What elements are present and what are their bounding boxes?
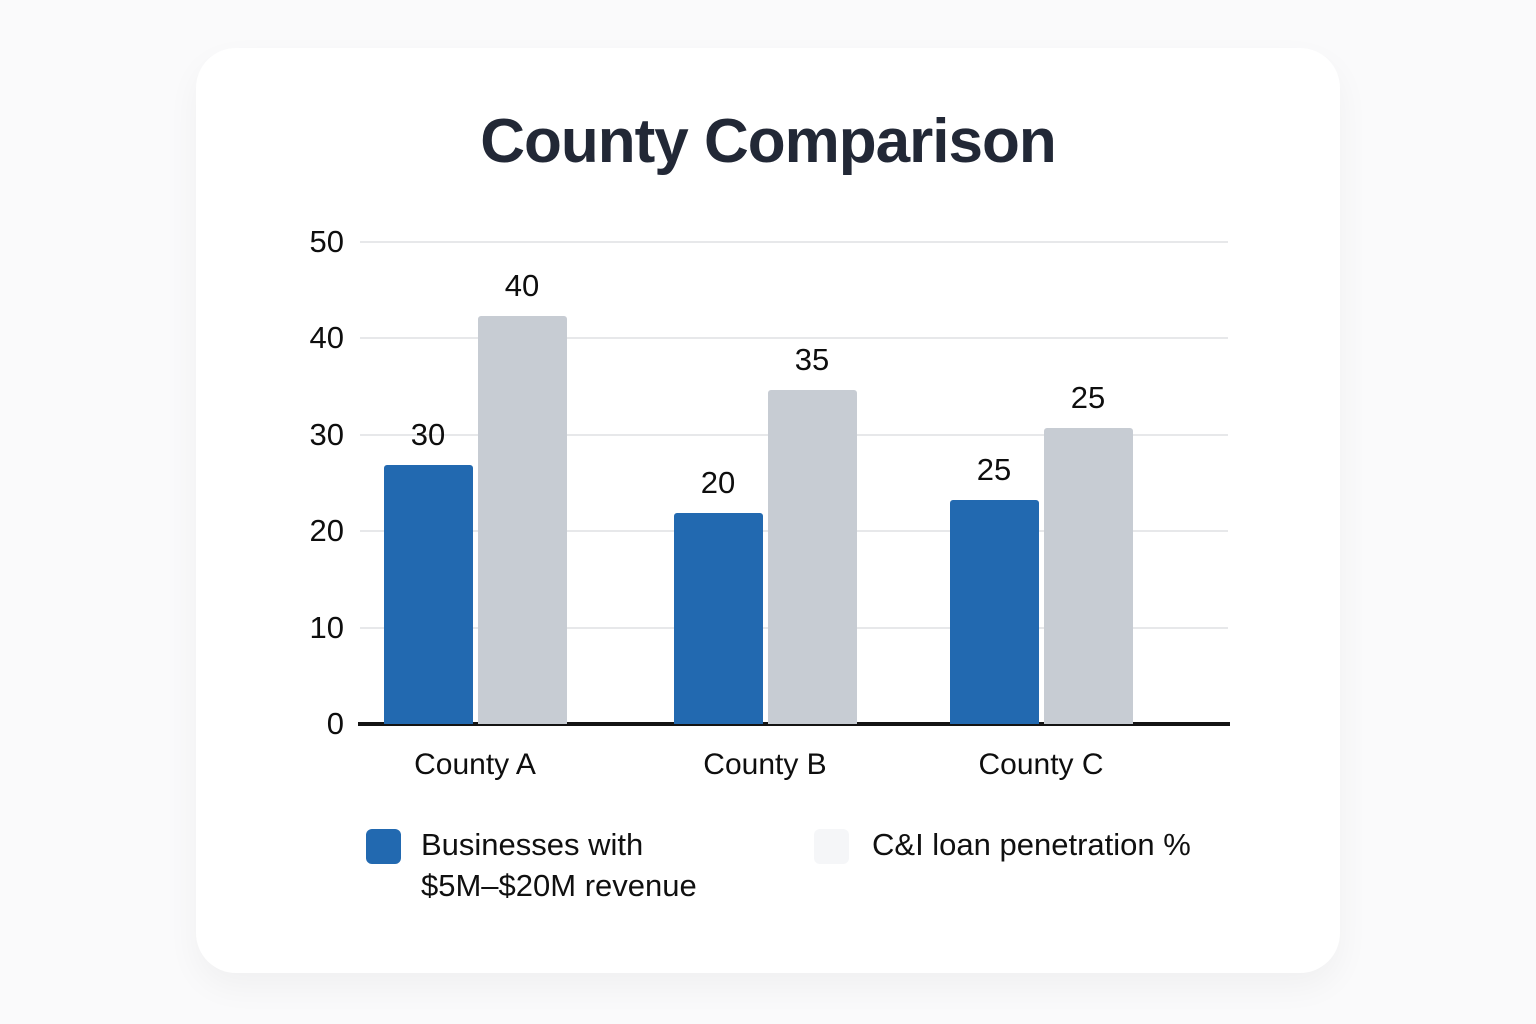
bar-gray-2 — [1043, 428, 1133, 724]
legend-label-ci-loan: C&I loan penetration % — [872, 827, 1191, 862]
y-tick-label-30: 30 — [309, 416, 344, 452]
gridline-40 — [360, 337, 1228, 340]
x-axis-line — [358, 722, 1230, 726]
y-tick-label-40: 40 — [309, 320, 344, 356]
x-category-label-1: County B — [703, 748, 827, 781]
chart-title: County Comparison — [480, 107, 1056, 176]
x-category-label-0: County A — [414, 748, 536, 781]
bar-gray-1 — [767, 390, 857, 724]
bar-value-label-gray-2: 25 — [1070, 380, 1106, 415]
bar-blue-2 — [949, 500, 1039, 724]
bar-gray-0 — [477, 316, 567, 724]
bar-blue-1 — [673, 513, 763, 724]
x-category-label-2: County C — [978, 748, 1104, 781]
bar-blue-0 — [383, 465, 473, 724]
y-tick-label-20: 20 — [309, 513, 344, 549]
y-tick-label-10: 10 — [309, 609, 344, 645]
legend-label-businesses: Businesses with $5M–$20M revenue — [421, 824, 697, 906]
bar-value-label-blue-2: 25 — [976, 452, 1012, 487]
legend-swatch-gray — [814, 829, 849, 864]
legend-label-businesses-line1: Businesses with — [421, 827, 644, 862]
bar-value-label-gray-0: 40 — [504, 268, 540, 303]
legend-label-businesses-line2: $5M–$20M revenue — [421, 868, 697, 903]
bar-value-label-blue-1: 20 — [700, 465, 736, 500]
gridline-50 — [360, 241, 1228, 243]
legend-swatch-blue — [366, 829, 401, 864]
bar-value-label-blue-0: 30 — [410, 417, 446, 452]
bar-value-label-gray-1: 35 — [794, 342, 830, 377]
y-tick-label-0: 0 — [326, 706, 344, 741]
y-tick-label-50: 50 — [309, 224, 344, 259]
